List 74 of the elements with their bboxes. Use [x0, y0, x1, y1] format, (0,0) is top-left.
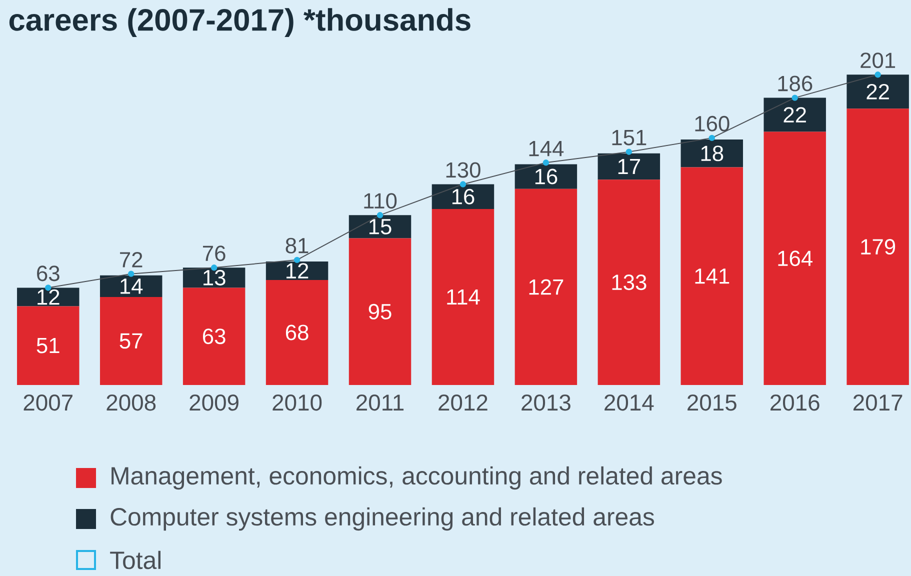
data-label: 127: [529, 279, 564, 295]
data-label: 186: [778, 76, 812, 92]
data-label: 72: [120, 252, 142, 268]
data-label: 63: [202, 328, 226, 344]
x-tick-label: 2009: [190, 394, 238, 411]
data-label: 144: [529, 141, 564, 156]
data-label: 114: [447, 289, 480, 305]
data-label: 133: [612, 274, 646, 290]
data-label: 14: [120, 278, 143, 294]
bar: [846, 74, 909, 109]
bar: [846, 108, 909, 385]
bar: [266, 280, 328, 385]
point: [376, 212, 384, 218]
bar: [100, 296, 162, 385]
bar: [514, 164, 578, 189]
point: [874, 72, 881, 78]
bar: [182, 288, 246, 385]
x-tick-label: 2007: [24, 394, 72, 411]
data-label: 15: [369, 219, 392, 234]
data-label: 13: [204, 270, 226, 286]
x-tick-label: 2015: [688, 394, 736, 411]
data-label: 63: [37, 266, 60, 282]
point: [792, 94, 798, 101]
legend-label: Computer systems engineering and related areas: [110, 507, 654, 531]
bar: [598, 180, 660, 385]
legend-label: Total: [110, 550, 160, 570]
x-tick-label: 2012: [438, 394, 488, 411]
x-tick-label: 2011: [356, 394, 404, 411]
bar: [432, 208, 494, 385]
text: careers (2007-2017) *thousands: [9, 8, 470, 37]
x-tick-label: 2010: [272, 394, 322, 411]
bar: [348, 215, 412, 238]
data-label: 12: [38, 289, 60, 305]
x-tick-label: 2017: [853, 394, 902, 411]
x-tick-label: 2014: [604, 394, 654, 411]
bar: [514, 188, 578, 385]
x-tick-label: 2013: [522, 394, 570, 411]
data-label: 141: [695, 268, 730, 284]
bar: [598, 153, 660, 180]
data-label: 22: [784, 107, 806, 122]
data-label: 16: [535, 168, 558, 184]
data-label: 151: [612, 130, 646, 146]
data-label: 18: [701, 146, 724, 162]
data-label: 51: [36, 338, 60, 354]
bar: [17, 306, 80, 385]
bar: [764, 98, 826, 132]
data-label: 164: [778, 250, 812, 266]
data-label: 22: [866, 84, 889, 100]
data-label: 16: [452, 188, 474, 204]
x-tick-label: 2016: [770, 394, 820, 411]
point: [626, 148, 632, 155]
data-label: 130: [446, 162, 480, 178]
data-label: 12: [286, 263, 308, 278]
point: [128, 270, 134, 277]
bar: [680, 167, 743, 385]
data-label: 95: [368, 304, 392, 320]
point: [460, 181, 466, 188]
legend-label: Management, economics, accounting and related areas: [112, 466, 722, 490]
bar: [680, 139, 743, 168]
data-label: 17: [618, 158, 640, 174]
data-label: 81: [286, 238, 308, 254]
point: [708, 134, 715, 142]
data-label: 160: [695, 116, 730, 132]
data-label: 179: [861, 239, 896, 255]
data-label: 57: [120, 333, 142, 349]
point: [542, 160, 550, 166]
point: [294, 256, 300, 264]
data-label: 76: [203, 246, 226, 262]
data-label: 110: [364, 193, 397, 209]
data-label: 201: [860, 52, 896, 68]
data-label: 68: [286, 324, 308, 340]
bar: [348, 238, 412, 385]
x-tick-label: 2008: [106, 394, 156, 411]
bar: [764, 132, 826, 385]
